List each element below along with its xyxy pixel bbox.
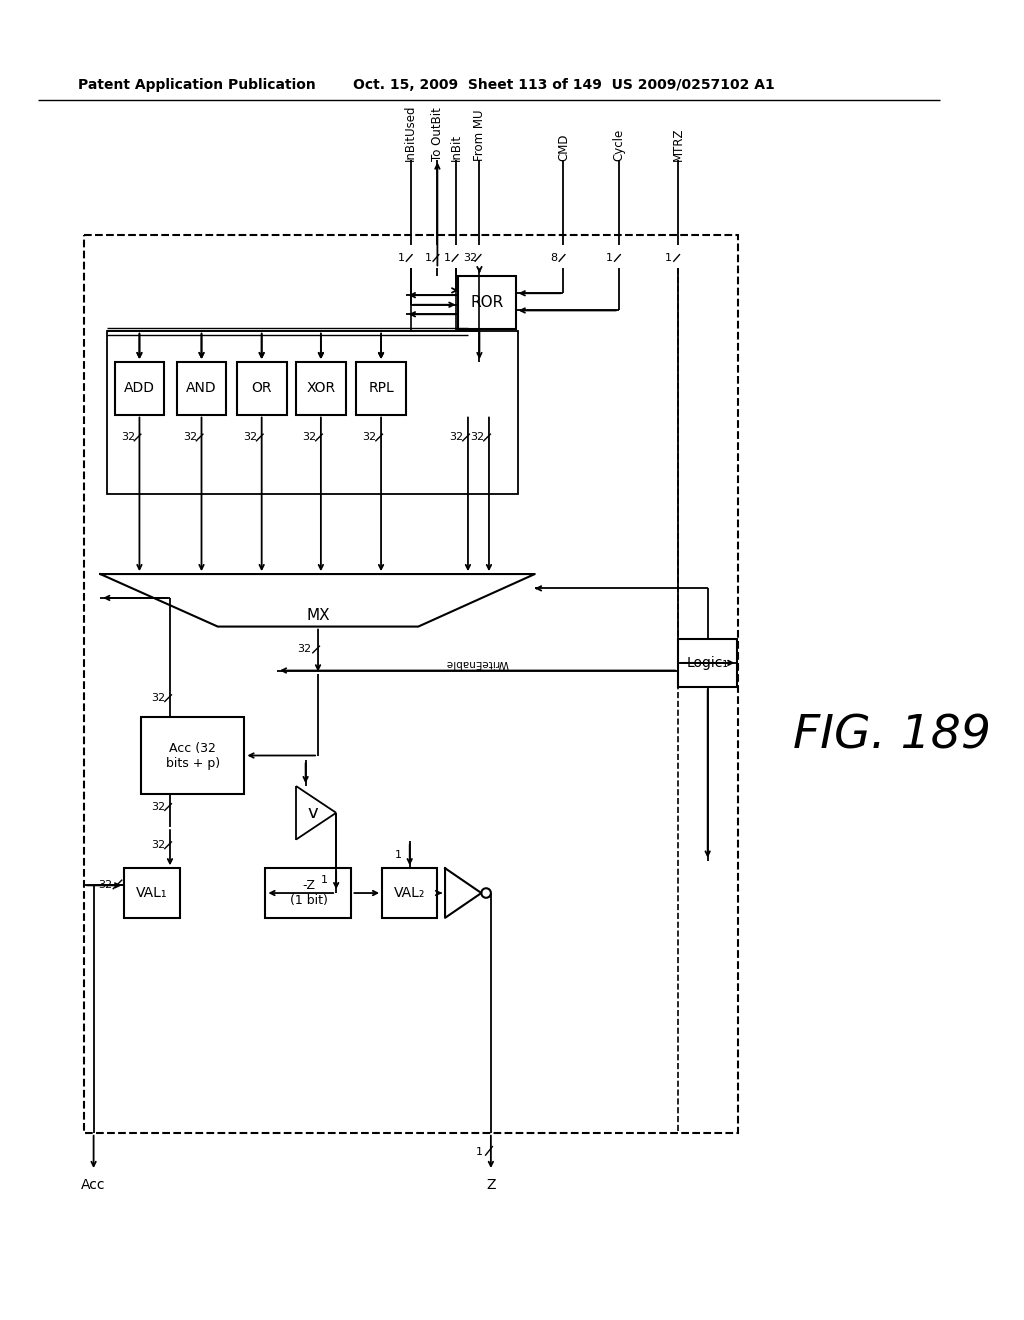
Bar [296,362,346,414]
Text: CMD: CMD [557,133,570,161]
Text: Oct. 15, 2009  Sheet 113 of 149  US 2009/0257102 A1: Oct. 15, 2009 Sheet 113 of 149 US 2009/0… [353,78,775,92]
Text: 1: 1 [665,253,672,263]
Text: 32: 32 [152,693,166,704]
Text: VAL₁: VAL₁ [136,886,168,900]
Text: FIG. 189: FIG. 189 [793,714,990,759]
Text: RPL: RPL [369,381,394,395]
Text: 1: 1 [606,253,612,263]
Bar [177,362,226,414]
Text: ADD: ADD [124,381,155,395]
Text: OR: OR [252,381,272,395]
Text: 1: 1 [476,1147,483,1156]
Text: 32: 32 [463,253,477,263]
Text: 32: 32 [183,433,197,442]
Text: 8: 8 [550,253,557,263]
Bar [237,362,287,414]
Text: 32: 32 [121,433,135,442]
Text: ROR: ROR [470,294,504,310]
Text: AND: AND [186,381,217,395]
Text: 1: 1 [424,253,431,263]
Text: 32: 32 [152,803,166,812]
Text: 32: 32 [243,433,257,442]
Text: 1: 1 [322,875,329,884]
Text: v: v [308,804,318,822]
Text: InBit: InBit [450,135,463,161]
Text: Acc (32
bits + p): Acc (32 bits + p) [166,742,220,770]
Text: MX: MX [306,607,330,623]
Bar [124,869,179,917]
Text: InBitUsed: InBitUsed [404,106,417,161]
Bar [678,639,737,686]
Text: VAL₂: VAL₂ [394,886,425,900]
Text: 32: 32 [98,880,112,891]
Text: XOR: XOR [306,381,336,395]
Text: Cycle: Cycle [612,129,626,161]
Text: MTRZ: MTRZ [672,128,685,161]
Bar [106,331,517,494]
Text: 1: 1 [394,850,401,859]
Text: To OutBit: To OutBit [431,108,443,161]
Bar [84,235,738,1133]
Text: 32: 32 [362,433,377,442]
Text: 1: 1 [443,253,451,263]
Text: 32: 32 [470,433,484,442]
Text: 32: 32 [450,433,464,442]
Text: -Z
(1 bit): -Z (1 bit) [290,879,328,907]
Bar [265,869,351,917]
Text: From MU: From MU [473,110,486,161]
Text: Logic₁: Logic₁ [687,656,729,669]
Bar [459,276,516,329]
Bar [141,717,245,793]
Bar [356,362,406,414]
Text: 1: 1 [397,253,404,263]
Text: Z: Z [486,1179,496,1192]
Text: 32: 32 [302,433,316,442]
Text: Patent Application Publication: Patent Application Publication [78,78,316,92]
Bar [382,869,437,917]
Text: 32: 32 [152,841,166,850]
Text: WriteEnable: WriteEnable [445,657,509,668]
Text: Acc: Acc [81,1179,105,1192]
Text: 32: 32 [298,644,311,655]
Bar [115,362,164,414]
